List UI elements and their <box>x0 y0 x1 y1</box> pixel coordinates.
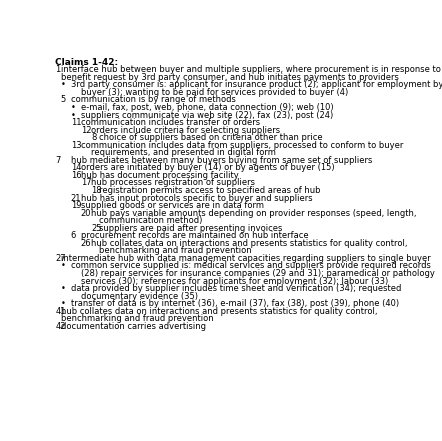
Text: communication includes data from suppliers, processed to conform to buyer: communication includes data from supplie… <box>81 141 403 149</box>
Text: 42: 42 <box>55 322 66 331</box>
Text: •: • <box>61 284 65 293</box>
Text: 16: 16 <box>71 171 81 180</box>
Text: •: • <box>61 262 65 270</box>
Text: services (30); references for applicants for employment (32); labour (33): services (30); references for applicants… <box>81 277 388 285</box>
Text: data provided by supplier includes time sheet and verification (34); requested: data provided by supplier includes time … <box>71 284 401 293</box>
Text: hub pays variable amounts depending on provider responses (speed, length,: hub pays variable amounts depending on p… <box>91 209 416 217</box>
Text: intermediate hub with data management capacities regarding suppliers to single b: intermediate hub with data management ca… <box>61 254 431 263</box>
Text: supplied goods or services are in data form: supplied goods or services are in data f… <box>81 201 264 210</box>
Text: communication is by range of methods: communication is by range of methods <box>71 95 236 105</box>
Text: suppliers are paid after presenting invoices: suppliers are paid after presenting invo… <box>99 224 283 233</box>
Text: 21: 21 <box>71 194 81 202</box>
Text: hub has document processing facility: hub has document processing facility <box>81 171 239 180</box>
Text: hub collates data on interactions and presents statistics for quality control,: hub collates data on interactions and pr… <box>91 239 408 248</box>
Text: 26: 26 <box>81 239 91 248</box>
Text: 13: 13 <box>71 141 81 149</box>
Text: 41: 41 <box>55 306 66 316</box>
Text: interface hub between buyer and multiple suppliers, where procurement is in resp: interface hub between buyer and multiple… <box>61 65 441 74</box>
Text: hub mediates between many buyers buying from same set of suppliers: hub mediates between many buyers buying … <box>71 156 372 165</box>
Text: 20: 20 <box>81 209 91 217</box>
Text: hub has input protocols specific to buyer and suppliers: hub has input protocols specific to buye… <box>81 194 312 202</box>
Text: benchmarking and fraud prevention: benchmarking and fraud prevention <box>99 247 252 255</box>
Text: buyer (3); wanting to be paid for services provided to buyer (4): buyer (3); wanting to be paid for servic… <box>81 88 348 97</box>
Text: 12: 12 <box>81 126 91 135</box>
Text: requirements, and presented in digital form: requirements, and presented in digital f… <box>91 148 276 157</box>
Text: procurement records are maintained on hub interface: procurement records are maintained on hu… <box>81 231 309 240</box>
Text: 25: 25 <box>91 224 101 233</box>
Text: common service supplied is: medical services and suppliers provide required reco: common service supplied is: medical serv… <box>71 262 431 270</box>
Text: documentary evidence (35): documentary evidence (35) <box>81 292 198 301</box>
Text: •: • <box>61 80 65 90</box>
Text: communication includes transfer of orders: communication includes transfer of order… <box>81 118 260 127</box>
Text: Claims 1-42:: Claims 1-42: <box>55 58 118 67</box>
Text: registration permits access to specified areas of hub: registration permits access to specified… <box>99 186 321 195</box>
Text: •: • <box>71 103 76 112</box>
Text: orders are initiated by buyer (14) or by agents of buyer (15): orders are initiated by buyer (14) or by… <box>81 163 335 172</box>
Text: 18: 18 <box>91 186 102 195</box>
Text: choice of suppliers based on criteria other than price: choice of suppliers based on criteria ot… <box>99 133 323 142</box>
Text: 1: 1 <box>55 65 61 74</box>
Text: 11: 11 <box>71 118 81 127</box>
Text: •: • <box>61 299 65 308</box>
Text: benchmarking and fraud prevention: benchmarking and fraud prevention <box>61 314 213 323</box>
Text: 8: 8 <box>91 133 96 142</box>
Text: 3rd party consumer is: applicant for insurance product (2); applicant for employ: 3rd party consumer is: applicant for ins… <box>71 80 442 90</box>
Text: orders include criteria for selecting suppliers: orders include criteria for selecting su… <box>91 126 280 135</box>
Text: 14: 14 <box>71 163 81 172</box>
Text: communication method): communication method) <box>99 216 203 225</box>
Text: 7: 7 <box>55 156 61 165</box>
Text: (28) repair services for insurance companies (29 and 31); paramedical or patholo: (28) repair services for insurance compa… <box>81 269 434 278</box>
Text: 5: 5 <box>61 95 66 105</box>
Text: 17: 17 <box>81 179 91 187</box>
Text: hub processes registration of suppliers: hub processes registration of suppliers <box>91 179 255 187</box>
Text: 19: 19 <box>71 201 81 210</box>
Text: e-mail, fax, post, web, phone, data connection (9); web (10): e-mail, fax, post, web, phone, data conn… <box>81 103 333 112</box>
Text: transfer of data is by internet (36), e-mail (37), fax (38), post (39), phone (4: transfer of data is by internet (36), e-… <box>71 299 399 308</box>
Text: benefit request by 3rd party consumer, and hub initiates payments to providers: benefit request by 3rd party consumer, a… <box>61 73 399 82</box>
Text: hub collates data on interactions and presents statistics for quality control,: hub collates data on interactions and pr… <box>61 306 377 316</box>
Text: 27: 27 <box>55 254 66 263</box>
Text: documentation carries advertising: documentation carries advertising <box>61 322 206 331</box>
Text: 6: 6 <box>71 231 76 240</box>
Text: •: • <box>71 111 76 120</box>
Text: suppliers communicate via web site (22), fax (23), post (24): suppliers communicate via web site (22),… <box>81 111 333 120</box>
